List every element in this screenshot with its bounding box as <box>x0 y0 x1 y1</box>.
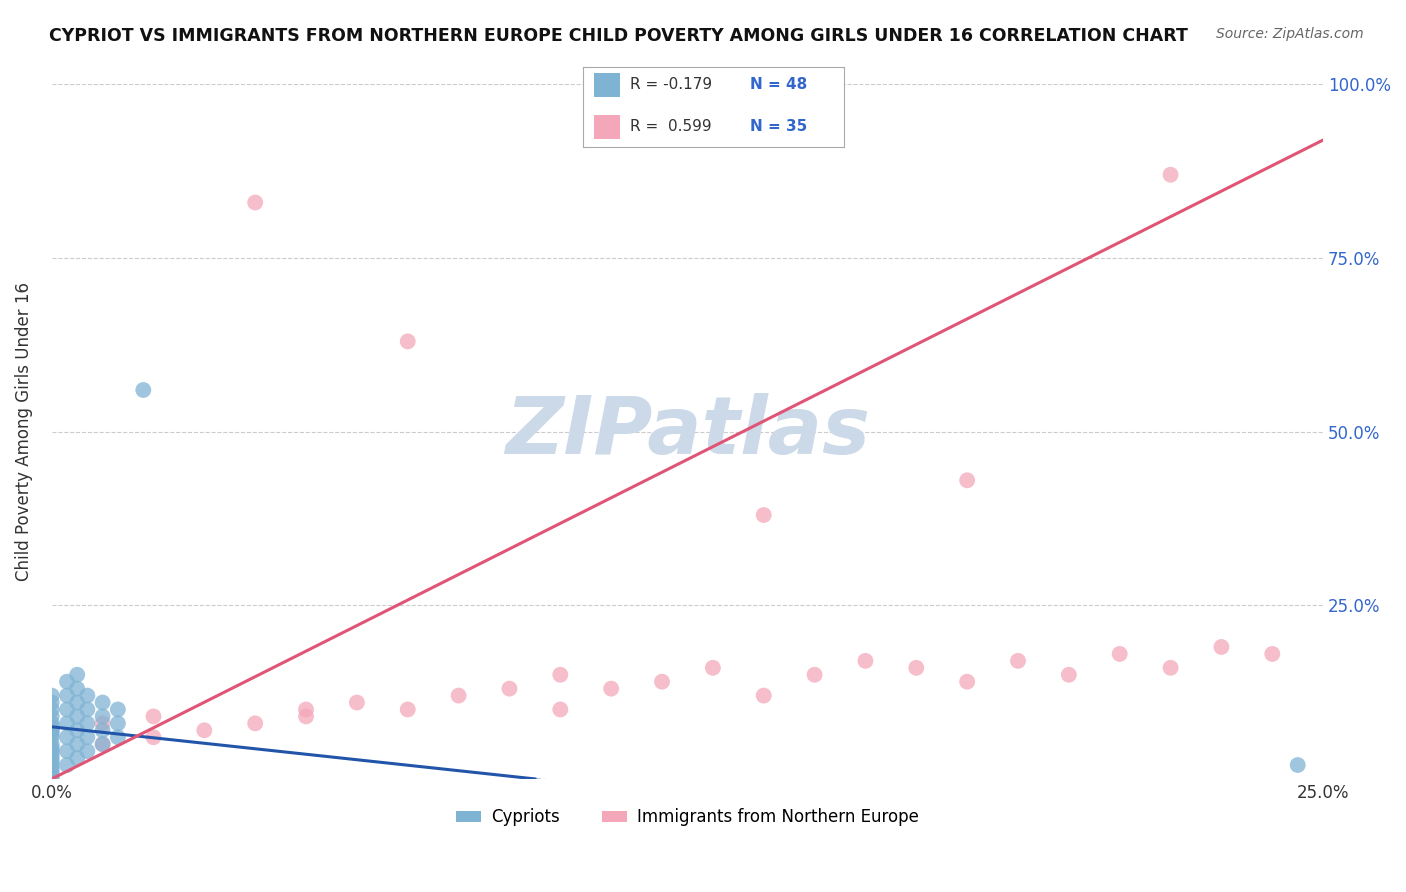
Point <box>41 751 63 765</box>
Point <box>1160 168 1182 182</box>
Point <box>66 723 89 738</box>
Point <box>41 689 63 703</box>
Text: Source: ZipAtlas.com: Source: ZipAtlas.com <box>1216 27 1364 41</box>
Point <box>41 696 63 710</box>
Point <box>41 702 63 716</box>
Point <box>600 681 623 696</box>
Y-axis label: Child Poverty Among Girls Under 16: Child Poverty Among Girls Under 16 <box>15 282 32 582</box>
Point <box>956 473 979 487</box>
Point <box>1057 667 1080 681</box>
Text: ZIPatlas: ZIPatlas <box>505 392 870 471</box>
Point <box>76 731 98 745</box>
Text: R =  0.599: R = 0.599 <box>630 120 711 134</box>
Point <box>498 681 520 696</box>
Text: N = 35: N = 35 <box>749 120 807 134</box>
Point <box>447 689 470 703</box>
Point <box>66 667 89 681</box>
Point <box>56 731 79 745</box>
Point <box>91 696 114 710</box>
Point <box>142 731 165 745</box>
Point <box>803 667 825 681</box>
Point <box>243 716 266 731</box>
Point <box>76 716 98 731</box>
Point <box>295 709 318 723</box>
Point <box>651 674 673 689</box>
Point <box>1286 758 1309 772</box>
Point <box>1211 640 1233 654</box>
Bar <box>593 73 620 97</box>
Point <box>752 508 775 522</box>
Point <box>41 709 63 723</box>
Point <box>41 747 63 762</box>
Point <box>550 702 572 716</box>
Point <box>56 758 79 772</box>
Point <box>41 758 63 772</box>
Text: R = -0.179: R = -0.179 <box>630 78 713 93</box>
Point <box>550 667 572 681</box>
Point <box>107 716 129 731</box>
Point <box>1160 661 1182 675</box>
Point <box>1007 654 1029 668</box>
Point <box>91 737 114 751</box>
Point <box>41 737 63 751</box>
Point <box>41 744 63 758</box>
Point <box>396 702 419 716</box>
Point <box>142 709 165 723</box>
Point <box>752 689 775 703</box>
Point <box>66 681 89 696</box>
Point <box>76 744 98 758</box>
Point <box>41 744 63 758</box>
Point <box>56 674 79 689</box>
Point <box>76 689 98 703</box>
Point <box>41 723 63 738</box>
Point <box>66 696 89 710</box>
Point <box>56 744 79 758</box>
Point <box>41 768 63 782</box>
Bar <box>593 115 620 139</box>
Point <box>396 334 419 349</box>
Point <box>76 702 98 716</box>
Point <box>41 762 63 776</box>
Point <box>855 654 877 668</box>
Point <box>56 702 79 716</box>
Point <box>243 195 266 210</box>
Legend: Cypriots, Immigrants from Northern Europe: Cypriots, Immigrants from Northern Europ… <box>450 802 925 833</box>
Point <box>41 740 63 755</box>
Text: CYPRIOT VS IMMIGRANTS FROM NORTHERN EUROPE CHILD POVERTY AMONG GIRLS UNDER 16 CO: CYPRIOT VS IMMIGRANTS FROM NORTHERN EURO… <box>49 27 1188 45</box>
Point <box>41 727 63 741</box>
Point <box>66 751 89 765</box>
Point <box>41 772 63 786</box>
Point <box>41 764 63 779</box>
Point <box>346 696 368 710</box>
Point <box>66 737 89 751</box>
Point <box>41 755 63 769</box>
Point <box>193 723 215 738</box>
Point <box>107 702 129 716</box>
Point <box>132 383 155 397</box>
Point <box>41 720 63 734</box>
Point <box>1108 647 1130 661</box>
Point <box>91 709 114 723</box>
Point <box>905 661 928 675</box>
Point <box>41 716 63 731</box>
Point <box>91 723 114 738</box>
Point <box>1261 647 1284 661</box>
Point <box>295 702 318 716</box>
Point <box>66 709 89 723</box>
Text: N = 48: N = 48 <box>749 78 807 93</box>
Point <box>41 723 63 738</box>
Point <box>91 716 114 731</box>
Point <box>91 737 114 751</box>
Point <box>107 731 129 745</box>
Point <box>56 716 79 731</box>
Point <box>956 674 979 689</box>
Point <box>56 689 79 703</box>
Point <box>702 661 724 675</box>
Point <box>41 731 63 745</box>
